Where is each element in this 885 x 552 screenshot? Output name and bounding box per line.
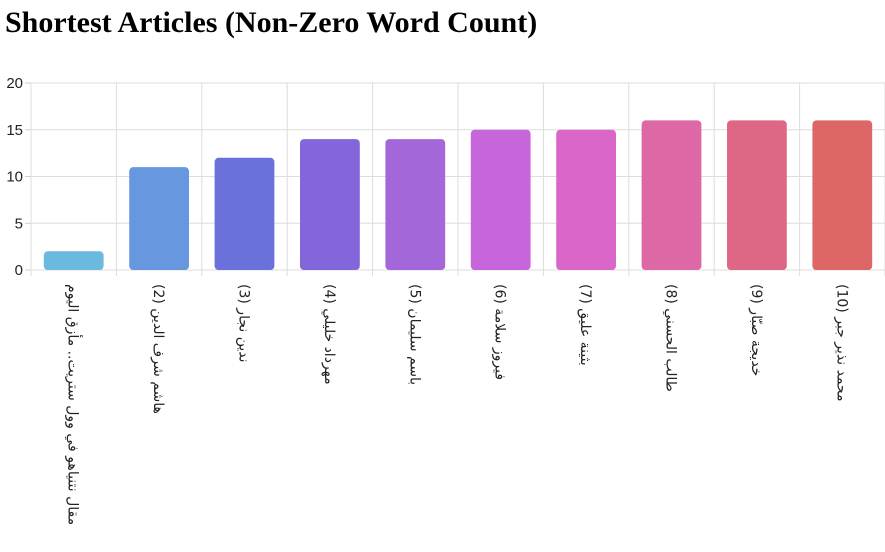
bar[interactable] bbox=[43, 251, 104, 270]
bar[interactable] bbox=[214, 157, 275, 270]
x-axis-labels: مقال نتنياهو في وول ستريت.. مأزق اليوم ها… bbox=[65, 284, 850, 525]
bar[interactable] bbox=[385, 139, 446, 270]
y-tick-label: 0 bbox=[15, 262, 23, 279]
bar[interactable] bbox=[470, 129, 531, 270]
x-category-label: خديجة صبّار (9) bbox=[748, 284, 764, 376]
y-tick-label: 20 bbox=[6, 75, 23, 92]
bar[interactable] bbox=[556, 129, 616, 270]
bar[interactable] bbox=[641, 120, 702, 271]
x-category-label: فيروز سلامة (6) bbox=[492, 284, 508, 380]
y-tick-label: 15 bbox=[6, 122, 23, 139]
chart-bars bbox=[43, 120, 873, 271]
y-tick-label: 10 bbox=[6, 169, 23, 186]
x-category-label: ندين نجار (3) bbox=[236, 284, 252, 363]
x-category-label: باسم سليمان (5) bbox=[406, 284, 422, 385]
x-category-label: مقال نتنياهو في وول ستريت.. مأزق اليوم bbox=[65, 284, 84, 525]
x-category-label: طالب الحسني (8) bbox=[663, 284, 679, 392]
x-category-label: محمد نذير جبر (10) bbox=[833, 284, 849, 402]
bar[interactable] bbox=[812, 120, 873, 271]
x-category-label: هاشم شرف الدين (2) bbox=[150, 284, 166, 414]
bar[interactable] bbox=[727, 120, 787, 271]
chart-title: Shortest Articles (Non-Zero Word Count) bbox=[5, 6, 538, 39]
y-axis-ticks: 0 5 10 15 20 bbox=[6, 75, 23, 279]
bar[interactable] bbox=[300, 139, 360, 270]
bar[interactable] bbox=[129, 167, 189, 270]
x-category-label: بثينة عليق (7) bbox=[577, 284, 593, 366]
x-category-label: مهرداد خليلي (4) bbox=[321, 284, 337, 385]
y-tick-label: 5 bbox=[15, 215, 23, 232]
